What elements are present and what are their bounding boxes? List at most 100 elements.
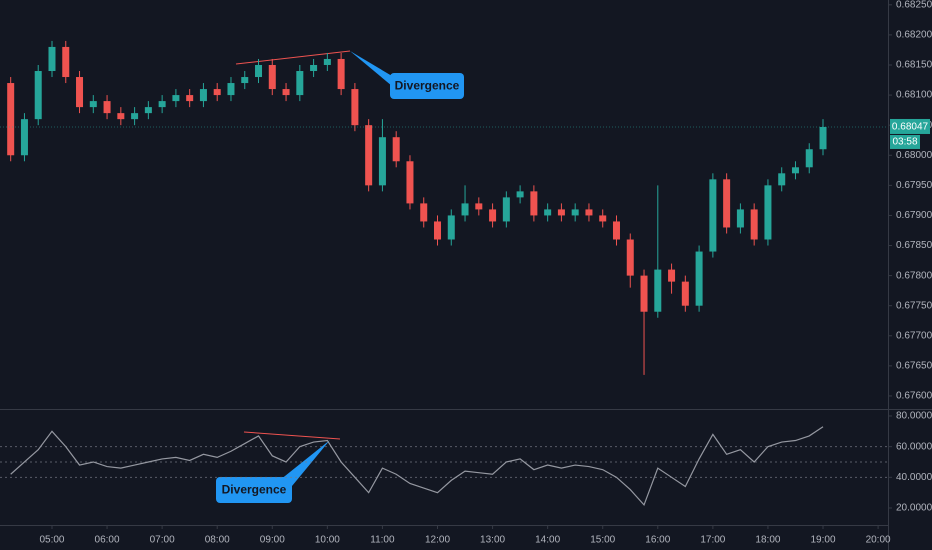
x-tick-label: 08:00 [205,535,230,546]
candle-body [7,83,15,156]
candle-body [420,203,428,222]
y-tick-label: 0.67700 [896,330,932,341]
candle-body [117,113,125,120]
candle-body [365,125,373,186]
callout-pointer [350,51,392,86]
candle-body [158,101,166,108]
candle-body [89,101,97,108]
y-tick-label: 0.67950 [896,180,932,191]
candle-body [406,161,414,204]
candle-body [34,71,42,120]
x-tick-label: 16:00 [645,535,670,546]
y-tick-label: 0.68150 [896,60,932,71]
candle-body [461,203,469,216]
x-tick-label: 19:00 [810,535,835,546]
y-tick-label: 0.67850 [896,240,932,251]
candle-body [805,149,813,168]
annotation: Divergence [395,79,460,93]
x-tick-label: 15:00 [590,535,615,546]
candle-body [654,269,662,312]
candle-body [516,191,524,198]
x-tick-label: 11:00 [370,535,395,546]
y-tick-label: 0.67750 [896,300,932,311]
annotation: Divergence [222,483,287,497]
divergence-line [243,431,341,440]
candle-body [736,209,744,228]
candle-body [76,77,84,108]
x-tick-label: 17:00 [700,535,725,546]
candle-body [378,137,386,186]
callout-pointer [280,440,330,486]
indicator-line [10,426,824,507]
x-tick-label: 13:00 [480,535,505,546]
candle-body [434,221,442,240]
candle-body [351,89,359,126]
candle-body [626,239,634,276]
candle-body [723,179,731,228]
candle-body [103,101,111,114]
candle-body [544,209,552,216]
y-tick-label: 0.68100 [896,90,932,101]
x-tick-label: 14:00 [535,535,560,546]
x-tick-label: 07:00 [150,535,175,546]
candle-body [20,119,28,156]
candle-body [337,58,345,90]
candle-body [489,209,497,222]
candle-body [323,58,331,65]
candle-body [144,107,152,114]
x-tick-label: 20:00 [866,535,891,546]
candle-body [599,215,607,222]
candle-body [199,89,207,102]
candle-body [502,197,510,222]
y-tick-label: 0.67600 [896,391,932,402]
callout-box [216,477,292,503]
candle-body [310,64,318,72]
candle-body [241,77,249,84]
candle-body [296,71,304,96]
candle-body [640,275,648,312]
candle-body [571,209,579,216]
candle-body [268,64,276,90]
candle-body [709,179,717,252]
y-tick-label: 0.67650 [896,361,932,372]
x-tick-label: 10:00 [315,535,340,546]
x-tick-label: 18:00 [755,535,780,546]
last-price-label: 0.68047 [892,122,929,133]
candle-body [475,203,483,210]
candle-body [778,173,786,186]
last-price-box [890,118,930,134]
candle-body [530,191,538,216]
candle-body [213,89,221,96]
y-tick-label: 0.67800 [896,270,932,281]
candle-body [764,185,772,240]
candle-body [695,251,703,306]
candle-body [447,215,455,240]
candle-body [750,209,758,240]
divergence-line [235,50,351,65]
y-tick-label: 0.68200 [896,30,932,41]
x-tick-label: 05:00 [39,535,64,546]
candle-body [131,113,139,120]
x-tick-label: 09:00 [260,535,285,546]
callout-box [390,73,464,99]
x-tick-label: 06:00 [95,535,120,546]
candle-body [681,281,689,306]
countdown-box [890,134,920,149]
candle-body [392,137,400,162]
candle-body [819,126,827,150]
candle-body [557,209,565,216]
x-tick-label: 12:00 [425,535,450,546]
y-tick-label: 0.68000 [896,150,932,161]
candle-body [668,269,676,282]
candle-body [791,167,799,174]
candle-body [48,46,56,72]
candle-body [255,64,263,78]
y-tick-label: 0.67900 [896,210,932,221]
candle-body [585,209,593,216]
candle-body [282,89,290,96]
